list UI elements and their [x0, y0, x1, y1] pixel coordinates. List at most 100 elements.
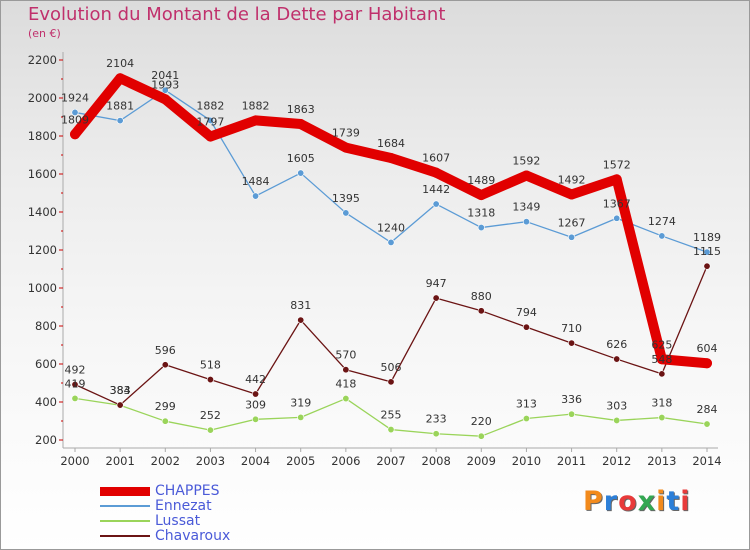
data-point-lussat: [568, 410, 576, 418]
data-point-ennezat: [658, 232, 666, 240]
data-point-lussat: [658, 414, 666, 422]
data-label: 384: [110, 384, 131, 397]
data-point-chavaroux: [206, 376, 214, 384]
data-label: 1367: [603, 197, 631, 210]
legend-label: Ennezat: [155, 498, 212, 514]
x-tick-label: 2008: [422, 454, 451, 468]
data-label: 570: [335, 349, 356, 362]
legend: CHAPPES Ennezat Lussat Chavaroux: [100, 483, 360, 544]
data-point-lussat: [161, 417, 169, 425]
data-label: 604: [697, 342, 718, 355]
data-point-ennezat: [71, 108, 79, 116]
data-point-chappes: [250, 115, 261, 126]
data-point-chappes: [521, 170, 532, 181]
data-point-lussat: [477, 432, 485, 440]
data-point-chappes: [476, 190, 487, 201]
data-label: 1115: [693, 245, 721, 258]
data-label: 1442: [422, 183, 450, 196]
legend-item-ennezat: Ennezat: [100, 498, 360, 514]
data-point-ennezat: [613, 214, 621, 222]
data-point-lussat: [71, 394, 79, 402]
data-label: 318: [651, 397, 672, 410]
data-label: 1274: [648, 215, 676, 228]
data-point-chappes: [295, 119, 306, 130]
x-tick-label: 2010: [512, 454, 541, 468]
legend-item-chappes: CHAPPES: [100, 483, 360, 499]
data-point-chappes: [386, 153, 396, 164]
data-point-chappes: [160, 94, 171, 105]
data-label: 1189: [693, 231, 721, 244]
x-tick-label: 2001: [106, 454, 135, 468]
y-tick-label: 400: [35, 395, 57, 409]
data-point-chappes: [611, 174, 622, 185]
y-tick-label: 800: [35, 319, 57, 333]
data-label: 1924: [61, 91, 89, 104]
data-label: 1863: [287, 103, 315, 116]
data-point-chappes: [566, 189, 577, 200]
data-label: 518: [200, 359, 221, 372]
x-tick-label: 2003: [196, 454, 225, 468]
data-label: 880: [471, 290, 492, 303]
data-label: 506: [381, 361, 402, 374]
data-label: 284: [697, 403, 718, 416]
data-label: 442: [245, 373, 266, 386]
data-label: 1684: [377, 137, 405, 150]
data-point-chappes: [702, 358, 712, 369]
data-point-lussat: [297, 413, 305, 421]
data-point-ennezat: [432, 200, 440, 208]
data-point-ennezat: [297, 169, 305, 177]
proxiti-logo: Proxiti: [583, 486, 691, 517]
data-point-lussat: [252, 415, 260, 423]
data-label: 313: [516, 398, 537, 411]
legend-swatch: [100, 486, 150, 496]
data-point-ennezat: [522, 218, 530, 226]
data-label: 418: [335, 378, 356, 391]
data-label: 1318: [467, 207, 495, 220]
x-tick-label: 2011: [557, 454, 586, 468]
data-label: 1395: [332, 192, 360, 205]
data-label: 419: [65, 377, 86, 390]
data-label: 625: [651, 338, 672, 351]
data-point-ennezat: [116, 117, 124, 125]
data-point-chavaroux: [116, 401, 124, 409]
y-tick-label: 1400: [28, 205, 57, 219]
chart-title: Evolution du Montant de la Dette par Hab…: [28, 4, 446, 25]
legend-label: Chavaroux: [155, 528, 231, 544]
data-point-chappes: [115, 73, 126, 84]
data-label: 626: [606, 338, 627, 351]
data-point-ennezat: [342, 209, 350, 217]
x-tick-label: 2014: [692, 454, 721, 468]
legend-item-lussat: Lussat: [100, 513, 360, 529]
legend-label: Lussat: [155, 513, 201, 529]
data-point-ennezat: [477, 224, 485, 232]
data-label: 596: [155, 344, 176, 357]
x-tick-label: 2004: [241, 454, 270, 468]
data-label: 220: [471, 415, 492, 428]
data-point-chavaroux: [342, 366, 350, 374]
x-tick-label: 2006: [331, 454, 360, 468]
chart-subtitle: (en €): [28, 27, 61, 40]
data-label: 1882: [242, 99, 270, 112]
data-point-chavaroux: [161, 361, 169, 369]
data-point-chappes: [340, 142, 351, 153]
data-point-chavaroux: [568, 339, 576, 347]
y-tick-label: 1000: [28, 281, 57, 295]
data-label: 319: [290, 396, 311, 409]
legend-swatch: [100, 505, 150, 507]
data-label: 2041: [151, 69, 179, 82]
y-tick-label: 1800: [28, 129, 57, 143]
data-point-lussat: [522, 415, 530, 423]
data-point-chappes: [431, 167, 442, 178]
y-tick-label: 2200: [28, 53, 57, 67]
data-point-lussat: [432, 430, 440, 438]
legend-swatch: [100, 520, 150, 522]
legend-swatch: [100, 535, 150, 537]
data-label: 1267: [558, 216, 586, 229]
x-tick-label: 2002: [151, 454, 180, 468]
data-point-lussat: [206, 426, 214, 434]
data-label: 548: [651, 353, 672, 366]
data-point-lussat: [613, 416, 621, 424]
data-label: 1607: [422, 152, 450, 165]
y-tick-label: 1600: [28, 167, 57, 181]
